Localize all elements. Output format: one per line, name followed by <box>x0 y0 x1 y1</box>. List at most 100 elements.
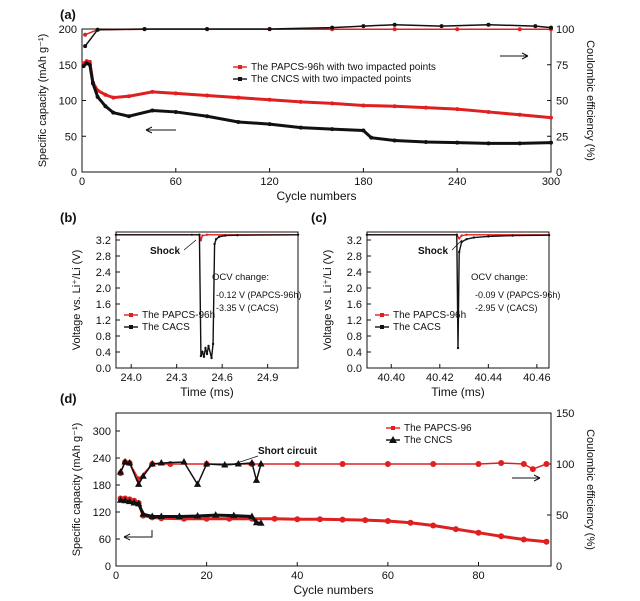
data-point <box>330 101 335 106</box>
panel-label: (a) <box>60 7 76 22</box>
y-axis-label: Specific capacity (mAh g⁻¹) <box>71 423 83 557</box>
y-tick-label: 0.0 <box>96 363 111 375</box>
data-point <box>452 526 459 533</box>
data-point <box>139 510 147 517</box>
legend-label: The CNCS with two impacted points <box>251 74 411 85</box>
data-point <box>549 25 553 30</box>
y-tick-label: 3.2 <box>347 235 362 247</box>
y-tick-label: 2.8 <box>96 251 111 263</box>
data-point <box>116 496 125 503</box>
y-tick-label: 0.8 <box>96 331 111 343</box>
y-right-tick-label: 100 <box>556 24 574 36</box>
data-point <box>458 237 461 240</box>
data-point <box>392 27 397 32</box>
data-point <box>142 27 147 31</box>
plot-frame <box>115 412 552 567</box>
data-point <box>267 97 272 102</box>
data-point <box>294 516 301 523</box>
y-axis-label: Voltage vs. Li⁺/Li (V) <box>322 250 334 351</box>
data-point <box>199 238 203 242</box>
data-point <box>529 466 536 473</box>
data-point <box>198 233 201 236</box>
y-tick-label: 1.6 <box>96 299 111 311</box>
ocv-title: OCV change: <box>212 272 269 283</box>
legend-label: The PAPCS-96 <box>404 423 472 434</box>
data-point <box>330 127 335 132</box>
data-point <box>298 99 303 104</box>
data-point <box>549 115 553 120</box>
x-tick-label: 120 <box>260 176 278 188</box>
y-tick-label: 2.4 <box>96 267 111 279</box>
legend: The PAPCS-96h with two impacted pointsTh… <box>233 62 436 85</box>
data-point <box>465 233 468 236</box>
data-point <box>204 346 207 350</box>
y-tick-label: 300 <box>93 426 111 438</box>
data-point <box>455 27 460 32</box>
y-tick-label: 1.6 <box>347 299 362 311</box>
chart-panel-4: (d) 0 20 40 60 80 0 60 120 180 240 300 0 50 100 150 Cycl… <box>60 391 596 597</box>
data-point <box>90 81 95 86</box>
legend-label: The PAPCS-96h <box>142 310 215 321</box>
data-point <box>130 499 138 506</box>
data-point <box>211 342 215 346</box>
legend-label: The CNCS <box>404 435 453 446</box>
y-tick-label: 2.8 <box>347 251 362 263</box>
y-tick-label: 0 <box>71 167 77 179</box>
legend-marker <box>391 426 395 430</box>
panel-label: (d) <box>60 391 77 406</box>
data-point <box>180 457 188 465</box>
data-point <box>339 516 346 523</box>
y-right-tick-label: 50 <box>556 96 568 108</box>
data-point <box>248 458 256 466</box>
data-point <box>543 461 550 467</box>
legend-label: The PAPCS-96h <box>393 310 466 321</box>
short-circuit-arrow <box>233 455 259 465</box>
data-point <box>257 460 265 467</box>
data-point <box>213 242 216 246</box>
data-point <box>533 24 538 29</box>
x-tick-label: 0 <box>79 176 85 188</box>
shock-annotation: Shock <box>150 246 180 257</box>
legend-label: The PAPCS-96h with two impacted points <box>251 62 436 73</box>
data-point <box>221 461 229 468</box>
data-point <box>517 27 522 32</box>
y-tick-label: 0.0 <box>347 363 362 375</box>
legend-marker <box>380 325 384 329</box>
short-circuit-annotation: Short circuit <box>258 446 318 457</box>
data-point <box>205 352 209 356</box>
x-axis-label: Cycle numbers <box>293 583 373 597</box>
data-point <box>205 93 210 98</box>
x-tick-label: 24.0 <box>120 372 141 384</box>
y-right-axis-label: Coulombic efficiency (%) <box>584 429 596 550</box>
series-line <box>367 234 550 349</box>
data-point <box>135 499 143 507</box>
data-point <box>224 234 227 237</box>
chart-panel-3: (c) 40.40 40.42 40.44 40.46 0.0 0.4 0.8 1.2 1.6 2.… <box>311 210 560 399</box>
shock-arrow <box>451 239 463 251</box>
x-tick-label: 300 <box>542 176 560 188</box>
data-point <box>475 529 482 536</box>
data-point <box>517 112 522 117</box>
legend-marker <box>389 436 397 443</box>
series-trace <box>119 461 547 481</box>
legend-marker <box>238 65 242 69</box>
data-point <box>498 459 505 466</box>
y-tick-label: 100 <box>59 96 77 108</box>
data-point <box>465 238 468 241</box>
plot-frame <box>115 231 299 369</box>
data-point <box>498 533 505 540</box>
data-point <box>126 94 131 99</box>
ocv-line2: -3.35 V (CACS) <box>216 303 279 313</box>
data-point <box>125 497 134 505</box>
y-axis-label: Voltage vs. Li⁺/Li (V) <box>71 250 83 351</box>
data-point <box>205 114 210 119</box>
x-axis-label: Cycle numbers <box>276 189 356 203</box>
y-tick-label: 150 <box>59 60 77 72</box>
data-point <box>248 512 256 519</box>
data-point <box>114 233 118 236</box>
data-point <box>202 355 206 358</box>
x-tick-label: 60 <box>382 570 394 582</box>
